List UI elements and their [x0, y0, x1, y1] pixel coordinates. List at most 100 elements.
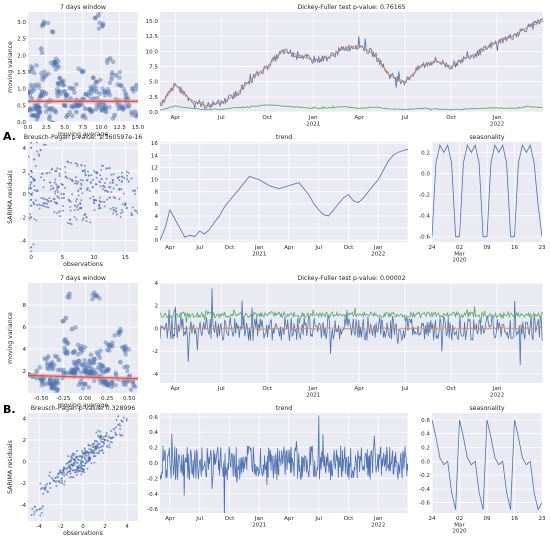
- x-tick-label: 24: [428, 516, 436, 522]
- scatter-point: [97, 429, 100, 432]
- scatter-point: [97, 105, 102, 110]
- scatter-point: [91, 360, 97, 366]
- scatter-point: [93, 15, 98, 21]
- scatter-point: [87, 107, 93, 112]
- y-tick-label: 7.5: [149, 65, 158, 71]
- y-tick-label: -0.4: [419, 214, 430, 220]
- scatter-point: [71, 180, 74, 183]
- scatter-point: [122, 416, 125, 419]
- scatter-point: [92, 449, 95, 452]
- scatter-point: [50, 199, 53, 203]
- scatter-point: [106, 89, 112, 95]
- scatter-point: [30, 246, 33, 249]
- scatter-point: [83, 367, 89, 373]
- scatter-point: [65, 341, 70, 346]
- scatter-point: [61, 102, 67, 108]
- chart-b1: -0.50 -0.25 0.00 0.25 0.50 2 4 6 8 7 days window m…: [7, 275, 138, 409]
- scatter-point: [93, 292, 98, 298]
- scatter-point: [136, 211, 138, 214]
- scatter-point: [82, 381, 88, 387]
- scatter-point: [82, 217, 85, 220]
- scatter-point: [102, 378, 108, 384]
- scatter-point: [68, 464, 71, 467]
- x-tick-label: Jul: [217, 115, 225, 121]
- scatter-point: [35, 190, 38, 193]
- scatter-point: [41, 505, 44, 508]
- scatter-point: [32, 201, 35, 204]
- chart-title: Dickey-Fuller test p-value: 0.00002: [297, 275, 405, 282]
- scatter-point: [33, 513, 36, 516]
- scatter-point: [33, 217, 36, 220]
- scatter-point: [117, 329, 122, 335]
- scatter-point: [91, 368, 97, 373]
- scatter-point: [120, 107, 126, 112]
- scatter-point: [51, 377, 57, 383]
- scatter-point: [119, 83, 124, 89]
- scatter-point: [67, 455, 70, 458]
- scatter-point: [85, 174, 88, 177]
- scatter-point: [54, 170, 57, 173]
- scatter-point: [87, 174, 91, 177]
- x-tick-label: 15.0: [132, 125, 145, 131]
- scatter-point: [37, 105, 42, 110]
- scatter-point: [63, 315, 69, 321]
- scatter-point: [124, 368, 130, 374]
- scatter-point: [64, 348, 70, 354]
- scatter-point: [99, 24, 105, 29]
- scatter-point: [30, 194, 33, 197]
- scatter-point: [107, 185, 110, 188]
- scatter-point: [54, 387, 60, 392]
- chart-a3: 0 5 10 15 -4 -2 0 2 4 Breusch-Pagan p-value: 1.36…: [7, 134, 142, 268]
- scatter-point: [36, 85, 42, 90]
- scatter-point: [89, 360, 94, 366]
- scatter-point: [52, 353, 58, 359]
- scatter-point: [28, 191, 31, 194]
- scatter-point: [62, 89, 68, 94]
- scatter-point: [98, 348, 103, 353]
- scatter-point: [32, 82, 38, 88]
- scatter-point: [52, 60, 57, 65]
- scatter-point: [81, 218, 84, 221]
- scatter-point: [75, 461, 78, 464]
- scatter-point: [101, 369, 106, 375]
- scatter-point: [118, 422, 121, 425]
- scatter-point: [93, 442, 96, 445]
- scatter-point: [114, 431, 117, 434]
- scatter-point: [116, 176, 119, 179]
- scatter-point: [71, 464, 74, 467]
- scatter-point: [40, 172, 43, 175]
- scatter-point: [39, 383, 45, 388]
- scatter-point: [105, 383, 110, 388]
- scatter-point: [92, 15, 98, 21]
- scatter-point: [52, 108, 58, 113]
- scatter-point: [86, 107, 92, 112]
- scatter-point: [96, 445, 99, 448]
- scatter-point: [102, 103, 108, 108]
- scatter-point: [48, 381, 53, 386]
- scatter-point: [81, 179, 84, 182]
- scatter-point: [39, 204, 42, 207]
- scatter-point: [56, 167, 59, 170]
- scatter-point: [73, 182, 76, 185]
- scatter-point: [84, 450, 87, 453]
- scatter-point: [52, 187, 55, 190]
- scatter-point: [57, 185, 60, 188]
- y-tick-label: 0.4: [149, 430, 158, 436]
- scatter-point: [72, 90, 77, 95]
- y-tick-label: 5.0: [149, 80, 158, 86]
- scatter-point: [63, 92, 69, 98]
- scatter-point: [32, 103, 37, 108]
- scatter-point: [43, 381, 48, 387]
- scatter-point: [49, 188, 52, 191]
- scatter-point: [102, 108, 108, 114]
- scatter-point: [75, 367, 81, 373]
- scatter-point: [112, 212, 115, 215]
- x-tick-label: Jan 2022: [371, 516, 385, 528]
- chart-title: trend: [276, 405, 293, 412]
- scatter-point: [48, 382, 53, 387]
- x-axis-label: observations: [63, 530, 103, 537]
- scatter-point: [77, 346, 83, 351]
- scatter-point: [77, 361, 82, 367]
- scatter-point: [41, 204, 44, 207]
- scatter-point: [44, 198, 47, 201]
